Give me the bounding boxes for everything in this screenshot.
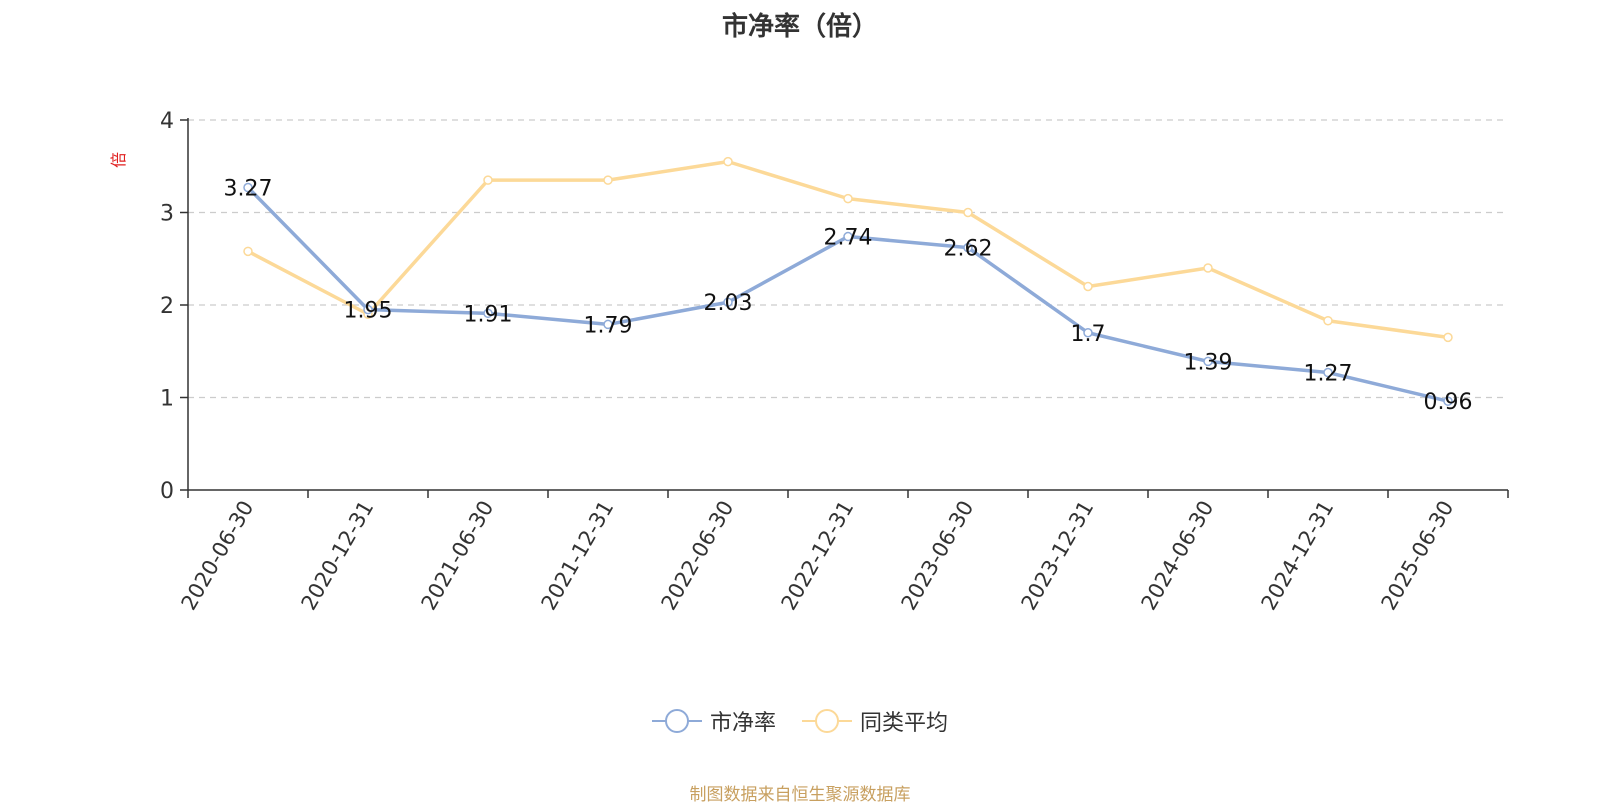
data-label: 0.96 — [1424, 390, 1473, 415]
x-tick-label: 2021-06-30 — [417, 497, 499, 615]
legend-label-series-2: 同类平均 — [860, 711, 949, 736]
legend-item-series-2[interactable]: 同类平均 — [802, 705, 948, 737]
y-tick-label: 0 — [160, 479, 174, 504]
x-tick-label: 2021-12-31 — [537, 497, 619, 615]
data-point-series-1 — [1323, 367, 1333, 378]
data-point-series-1 — [1203, 356, 1213, 367]
data-point-series-1 — [603, 319, 613, 330]
legend-label-series-1: 市净率 — [709, 711, 776, 736]
y-tick-label: 1 — [160, 387, 174, 412]
data-label: 1.95 — [344, 299, 393, 324]
data-point-series-2 — [1323, 315, 1333, 326]
data-label: 1.7 — [1071, 322, 1106, 347]
data-point-series-2 — [963, 207, 973, 218]
data-label: 1.39 — [1184, 350, 1233, 375]
data-label: 1.27 — [1304, 362, 1353, 387]
data-point-series-1 — [723, 297, 733, 307]
data-label: 2.03 — [704, 291, 753, 316]
x-tick-label: 2024-06-30 — [1137, 497, 1219, 615]
data-label: 1.91 — [464, 302, 513, 327]
data-point-series-2 — [483, 175, 493, 185]
data-point-series-1 — [843, 231, 853, 242]
data-point-series-2 — [243, 246, 253, 257]
data-label: 2.62 — [944, 237, 993, 262]
data-label: 1.79 — [584, 313, 633, 338]
y-tick-label: 2 — [160, 294, 174, 319]
x-tick-label: 2023-06-30 — [897, 497, 979, 615]
x-tick-label: 2020-06-30 — [177, 497, 259, 615]
legend-line-circle-icon — [802, 709, 852, 733]
x-tick-label: 2023-12-31 — [1017, 497, 1099, 615]
y-tick-label: 3 — [160, 202, 174, 227]
y-axis-title: 倍 — [109, 152, 128, 168]
legend-item-series-1[interactable]: 市净率 — [651, 705, 776, 737]
data-point-series-1 — [1083, 328, 1093, 338]
data-point-series-1 — [963, 242, 973, 253]
data-point-series-2 — [843, 193, 853, 204]
x-tick-label: 2024-12-31 — [1257, 497, 1339, 615]
data-point-series-2 — [723, 156, 733, 167]
x-tick-label: 2020-12-31 — [297, 497, 379, 615]
x-tick-label: 2022-06-30 — [657, 497, 739, 615]
data-point-series-1 — [1443, 396, 1453, 406]
data-point-series-2 — [1443, 332, 1453, 343]
data-point-series-2 — [603, 175, 613, 185]
data-point-series-2 — [1203, 263, 1213, 273]
data-point-series-1 — [483, 308, 493, 319]
source-note: 制图数据来自恒生聚源数据库 — [689, 785, 911, 805]
data-point-series-2 — [1083, 281, 1093, 292]
legend: 市净率 同类平均 — [0, 705, 1600, 737]
legend-line-circle-icon — [651, 709, 702, 733]
data-label: 3.27 — [224, 177, 273, 202]
data-label: 2.74 — [824, 226, 873, 251]
chart-title: 市净率（倍） — [721, 12, 878, 42]
x-tick-label: 2025-06-30 — [1377, 497, 1459, 615]
y-tick-label: 4 — [160, 109, 174, 134]
data-point-series-1 — [243, 182, 253, 193]
data-point-series-1 — [363, 304, 373, 315]
x-tick-label: 2022-12-31 — [777, 497, 859, 615]
